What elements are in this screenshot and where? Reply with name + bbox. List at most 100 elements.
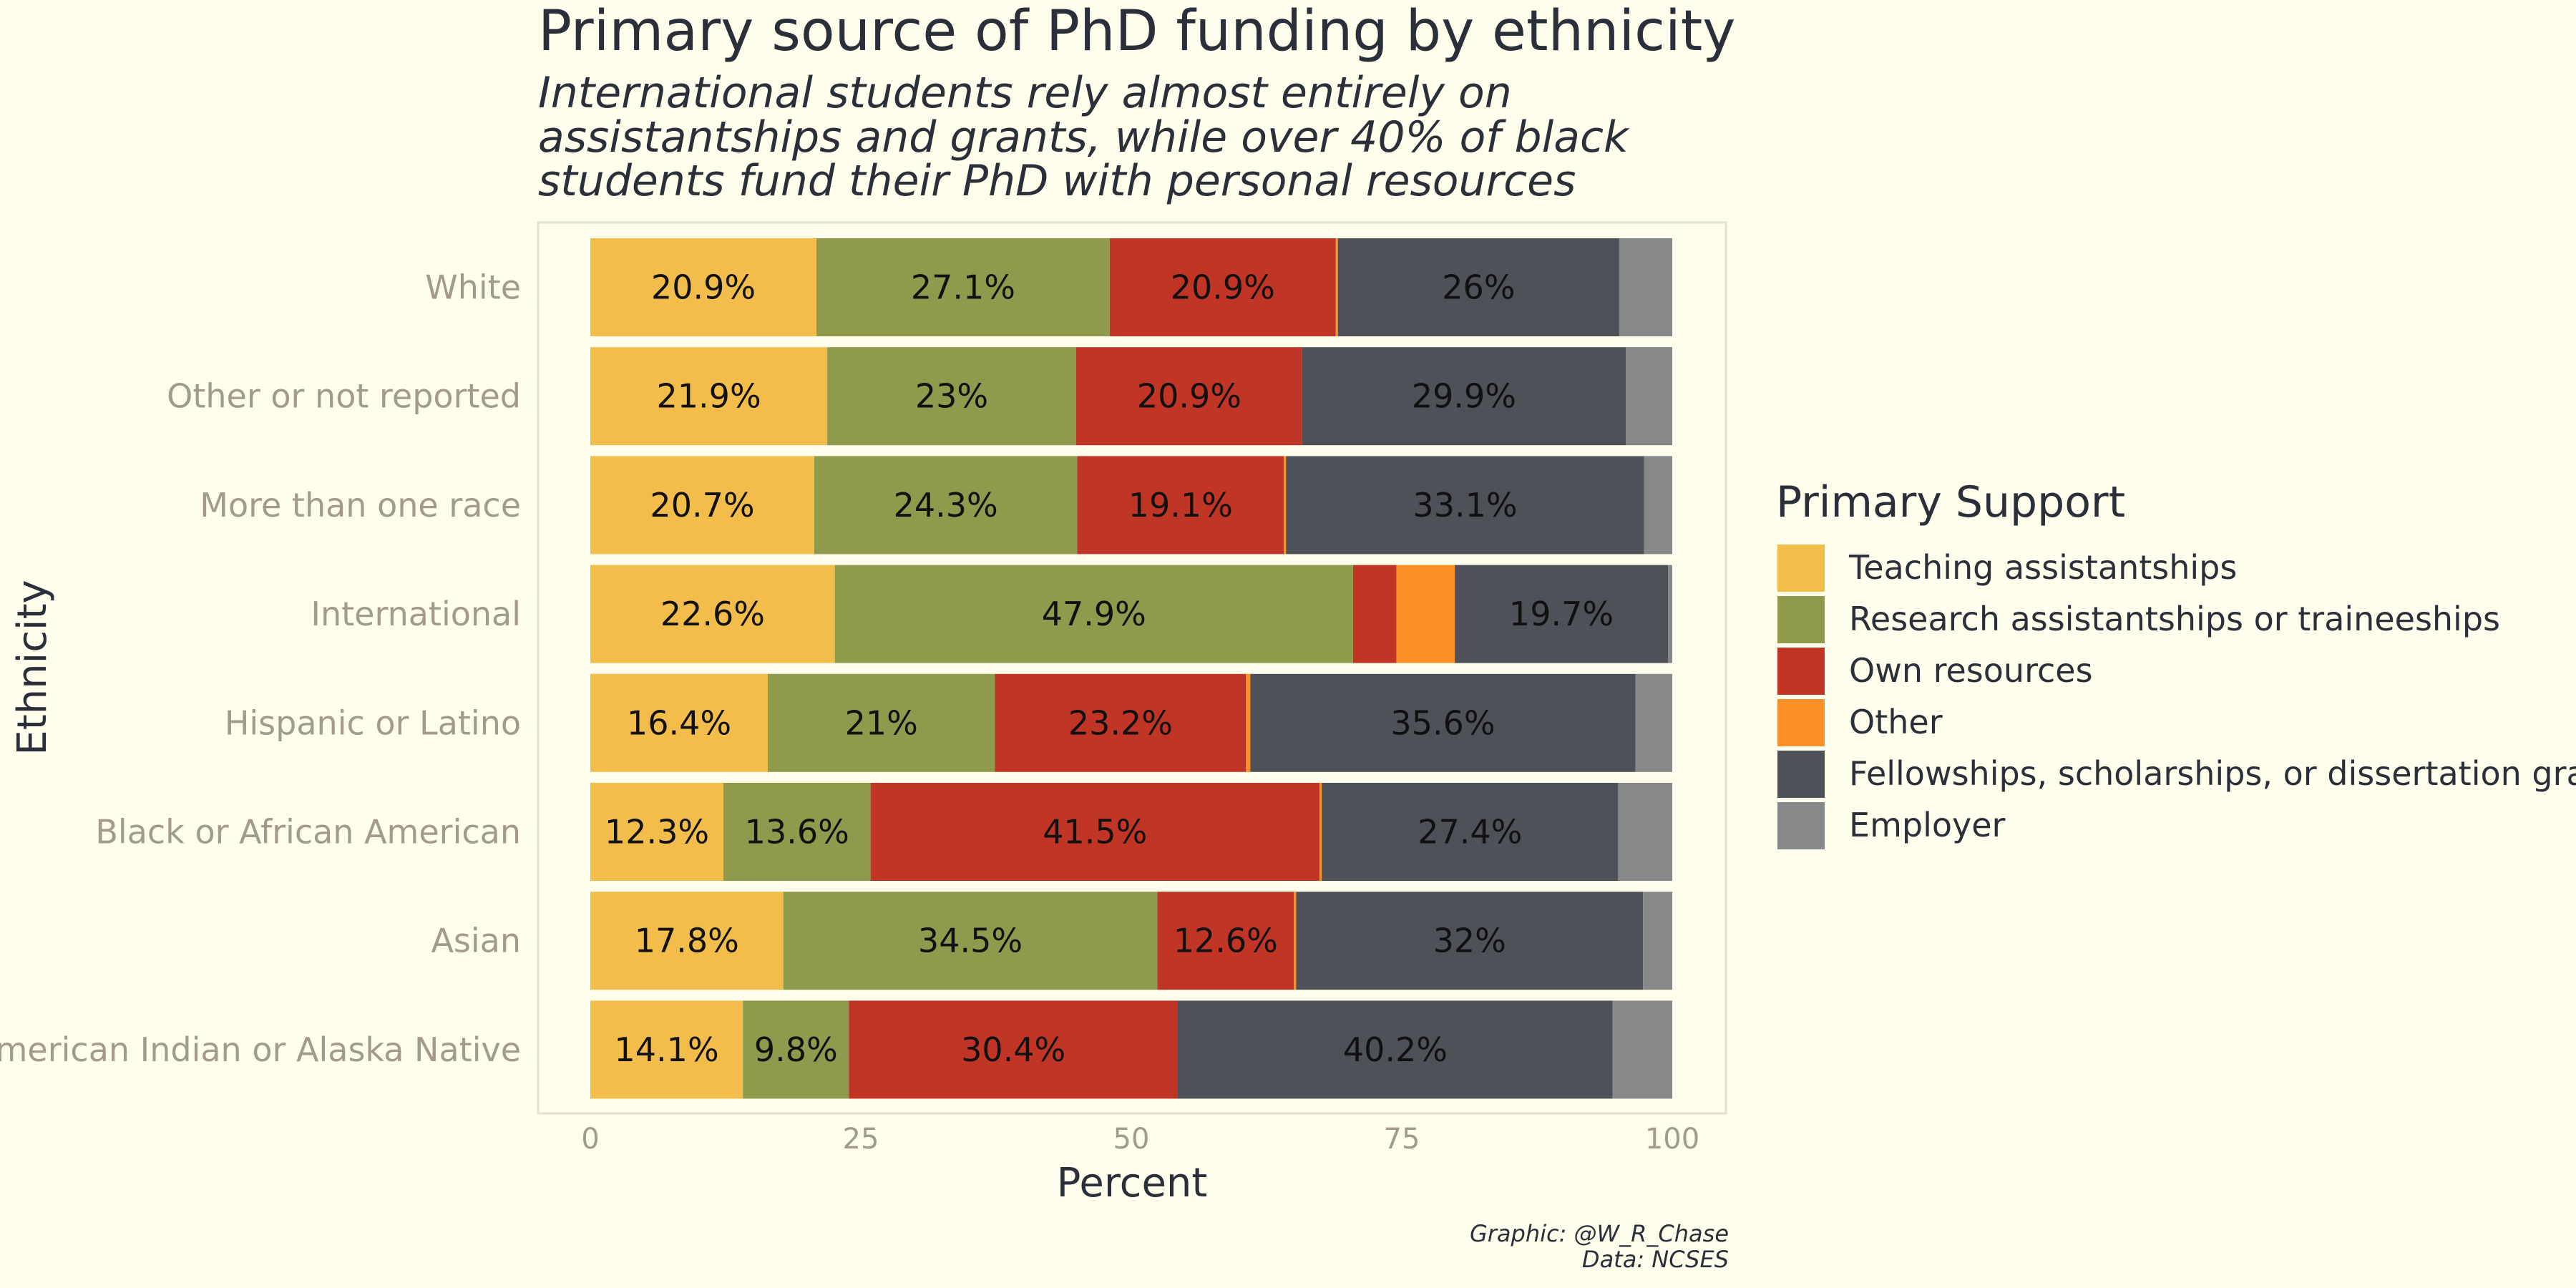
legend: Primary Support Teaching assistantships R… (1776, 477, 2576, 849)
plot-panel-border (537, 221, 1727, 1115)
data-label: 35.6% (1390, 703, 1495, 742)
chart-title: Primary source of PhD funding by ethnici… (538, 0, 1735, 64)
data-label: 17.8% (635, 922, 739, 960)
bar-asian-research-assistantships-or-traineeships (783, 892, 1158, 990)
bar-more-than-one-race-fellowships-scholarships-or-dissertation-grants (1286, 456, 1644, 555)
data-label: 20.9% (1137, 377, 1241, 416)
bar-other-or-not-reported-own-resources (1075, 347, 1302, 446)
bar-international-teaching-assistantships (590, 565, 835, 663)
legend-swatch (1777, 699, 1825, 746)
bar-asian-teaching-assistantships (590, 892, 784, 990)
bar-american-indian-or-alaska-native-own-resources (849, 1000, 1178, 1099)
x-tick-label: 0 (581, 1123, 599, 1156)
data-label: 14.1% (615, 1030, 719, 1069)
x-axis-title: Percent (1057, 1160, 1208, 1206)
bar-hispanic-or-latino-other (1246, 673, 1251, 772)
data-label: 24.3% (894, 486, 998, 525)
data-label: 12.6% (1174, 922, 1278, 960)
bar-more-than-one-race-other (1284, 456, 1287, 555)
data-label: 26% (1442, 268, 1515, 307)
bar-black-or-african-american-employer (1618, 783, 1672, 881)
bar-more-than-one-race-research-assistantships-or-traineeships (814, 456, 1078, 555)
y-tick-label: Hispanic or Latino (225, 703, 521, 742)
y-tick-label: American Indian or Alaska Native (0, 1030, 521, 1069)
legend-swatch (1777, 802, 1825, 849)
y-tick-label: More than one race (200, 486, 521, 525)
bar-labels-layer: 20.9% 27.1% 20.9% 26% 21.9% 23% 20.9% 29.9% 20.7… (605, 268, 1614, 1069)
bars-layer (590, 238, 1672, 1099)
bar-hispanic-or-latino-own-resources (995, 673, 1246, 772)
data-label: 40.2% (1343, 1030, 1448, 1069)
bar-american-indian-or-alaska-native-fellowships-scholarships-or-dissertation-grants (1178, 1000, 1613, 1099)
bar-white-research-assistantships-or-traineeships (816, 238, 1110, 336)
data-label: 13.6% (745, 813, 849, 852)
bar-international-fellowships-scholarships-or-dissertation-grants (1455, 565, 1668, 663)
data-label: 23.2% (1068, 703, 1173, 742)
bar-hispanic-or-latino-teaching-assistantships (590, 673, 768, 772)
bar-other-or-not-reported-employer (1626, 347, 1672, 446)
bar-white-employer (1619, 238, 1672, 336)
data-label: 47.9% (1042, 595, 1146, 633)
data-label: 41.5% (1043, 813, 1147, 852)
bar-asian-own-resources (1157, 892, 1294, 990)
bar-white-fellowships-scholarships-or-dissertation-grants (1337, 238, 1619, 336)
data-label: 20.9% (1171, 268, 1275, 307)
data-label: 34.5% (918, 922, 1023, 960)
bar-black-or-african-american-teaching-assistantships (590, 783, 723, 881)
legend-swatch (1777, 648, 1825, 695)
data-label: 32% (1433, 922, 1506, 960)
bar-white-other (1335, 238, 1338, 336)
bar-hispanic-or-latino-research-assistantships-or-traineeships (768, 673, 995, 772)
bar-black-or-african-american-fellowships-scholarships-or-dissertation-grants (1322, 783, 1619, 881)
bar-hispanic-or-latino-fellowships-scholarships-or-dissertation-grants (1250, 673, 1636, 772)
data-label: 30.4% (961, 1030, 1065, 1069)
data-label: 12.3% (605, 813, 709, 852)
legend-swatch (1777, 596, 1825, 643)
bar-white-own-resources (1109, 238, 1336, 336)
data-label: 16.4% (627, 703, 731, 742)
legend-label: Other (1849, 703, 1943, 741)
data-label: 19.7% (1509, 595, 1614, 633)
bar-asian-other (1294, 892, 1297, 990)
bar-black-or-african-american-research-assistantships-or-traineeships (723, 783, 871, 881)
legend-title: Primary Support (1776, 477, 2125, 527)
bar-black-or-african-american-own-resources (870, 783, 1320, 881)
data-label: 9.8% (754, 1030, 838, 1069)
data-label: 19.1% (1128, 486, 1233, 525)
y-axis-title: Ethnicity (9, 580, 56, 755)
data-label: 20.7% (650, 486, 754, 525)
data-label: 21% (845, 703, 918, 742)
bar-american-indian-or-alaska-native-research-assistantships-or-traineeships (743, 1000, 849, 1099)
bar-more-than-one-race-teaching-assistantships (590, 456, 814, 555)
data-label: 23% (915, 377, 988, 416)
bar-more-than-one-race-own-resources (1077, 456, 1284, 555)
bar-american-indian-or-alaska-native-employer (1612, 1000, 1672, 1099)
bar-international-other (1396, 565, 1455, 663)
bar-asian-fellowships-scholarships-or-dissertation-grants (1296, 892, 1644, 990)
y-tick-label: White (425, 268, 521, 307)
legend-label: Teaching assistantships (1848, 548, 2237, 587)
legend-label: Employer (1849, 806, 2006, 844)
bar-hispanic-or-latino-employer (1635, 673, 1672, 772)
legend-label: Research assistantships or traineeships (1849, 600, 2500, 638)
data-label: 27.4% (1418, 813, 1522, 852)
y-tick-label: Asian (431, 922, 521, 960)
bar-international-employer (1668, 565, 1672, 663)
caption-graphic-credit: Graphic: @W_R_Chase (1470, 1220, 1729, 1247)
bar-other-or-not-reported-research-assistantships-or-traineeships (827, 347, 1076, 446)
bar-black-or-african-american-other (1319, 783, 1322, 881)
x-tick-label: 75 (1384, 1123, 1420, 1156)
bar-international-research-assistantships-or-traineeships (834, 565, 1353, 663)
legend-swatch (1777, 545, 1825, 592)
caption-data-source: Data: NCSES (1582, 1246, 1729, 1273)
bar-more-than-one-race-employer (1644, 456, 1672, 555)
bar-other-or-not-reported-fellowships-scholarships-or-dissertation-grants (1302, 347, 1626, 446)
bar-international-own-resources (1353, 565, 1397, 663)
data-label: 27.1% (911, 268, 1015, 307)
chart-subtitle-line-2: assistantships and grants, while over 40… (538, 112, 1630, 162)
bar-white-teaching-assistantships (590, 238, 816, 336)
y-tick-labels: White Other or not reported More than one … (0, 268, 521, 1069)
data-label: 20.9% (651, 268, 756, 307)
data-label: 29.9% (1412, 377, 1516, 416)
